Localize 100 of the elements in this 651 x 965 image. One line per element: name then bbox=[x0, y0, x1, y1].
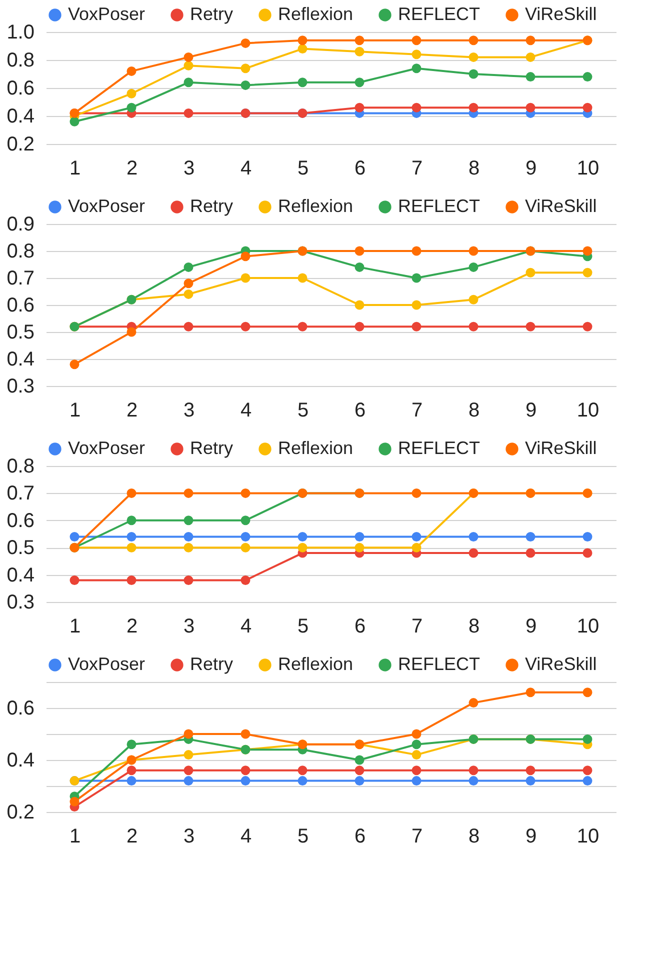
point bbox=[126, 532, 136, 542]
x-tick-label: 9 bbox=[525, 158, 537, 180]
point bbox=[70, 532, 80, 542]
point bbox=[412, 322, 422, 332]
legend-label: Retry bbox=[190, 654, 234, 674]
x-tick-label: 2 bbox=[126, 826, 138, 848]
point bbox=[582, 776, 592, 786]
y-tick-label: 0.8 bbox=[6, 240, 34, 262]
point bbox=[184, 289, 194, 299]
point bbox=[126, 542, 136, 552]
x-tick-label: 10 bbox=[576, 158, 600, 180]
point bbox=[468, 766, 478, 776]
x-tick-label: 1 bbox=[69, 158, 81, 180]
legend-label: REFLECT bbox=[398, 438, 480, 458]
x-tick-label: 10 bbox=[576, 616, 600, 638]
point bbox=[468, 698, 478, 708]
y-tick-label: 0.5 bbox=[6, 537, 34, 560]
point bbox=[526, 532, 536, 542]
point bbox=[412, 532, 422, 542]
point bbox=[298, 273, 308, 283]
point bbox=[582, 72, 592, 82]
point bbox=[582, 734, 592, 744]
point bbox=[298, 322, 308, 332]
x-tick-label: 4 bbox=[240, 158, 252, 180]
point bbox=[582, 246, 592, 256]
x-tick-label: 6 bbox=[354, 826, 366, 848]
point bbox=[354, 776, 364, 786]
legend-label: VoxPoser bbox=[68, 196, 146, 216]
point bbox=[582, 766, 592, 776]
x-tick-label: 7 bbox=[411, 826, 423, 848]
legend-label: Retry bbox=[190, 4, 234, 24]
point bbox=[240, 488, 250, 498]
point bbox=[70, 576, 80, 585]
x-tick-label: 2 bbox=[126, 616, 138, 638]
point bbox=[240, 542, 250, 552]
point bbox=[526, 688, 536, 698]
point bbox=[298, 766, 308, 776]
point bbox=[70, 360, 80, 370]
point bbox=[184, 78, 194, 88]
x-tick-label: 6 bbox=[354, 400, 366, 422]
point bbox=[298, 36, 308, 46]
point bbox=[582, 268, 592, 278]
y-tick-label: 0.7 bbox=[6, 482, 34, 505]
point bbox=[412, 542, 422, 552]
point bbox=[468, 36, 478, 46]
point bbox=[240, 766, 250, 776]
point bbox=[526, 36, 536, 46]
point bbox=[184, 322, 194, 332]
x-tick-label: 7 bbox=[411, 400, 423, 422]
point bbox=[354, 102, 364, 112]
point bbox=[126, 88, 136, 98]
point bbox=[298, 44, 308, 54]
y-tick-label: 0.7 bbox=[6, 268, 34, 290]
point bbox=[240, 322, 250, 332]
x-tick-label: 8 bbox=[468, 158, 480, 180]
y-tick-label: 0.9 bbox=[6, 214, 34, 236]
point bbox=[184, 52, 194, 62]
point bbox=[468, 262, 478, 272]
y-tick-label: 0.3 bbox=[6, 376, 34, 398]
point bbox=[298, 542, 308, 552]
point bbox=[468, 246, 478, 256]
point bbox=[468, 776, 478, 786]
point bbox=[582, 548, 592, 558]
point bbox=[184, 108, 194, 118]
point bbox=[354, 246, 364, 256]
legend-label: Reflexion bbox=[278, 196, 354, 216]
point bbox=[412, 776, 422, 786]
point bbox=[184, 542, 194, 552]
point bbox=[240, 532, 250, 542]
point bbox=[240, 729, 250, 739]
point bbox=[468, 69, 478, 79]
point bbox=[184, 278, 194, 288]
y-tick-label: 0.8 bbox=[6, 50, 34, 72]
point bbox=[184, 532, 194, 542]
x-tick-label: 9 bbox=[525, 826, 537, 848]
point bbox=[526, 268, 536, 278]
point bbox=[412, 300, 422, 310]
point bbox=[298, 78, 308, 88]
x-tick-label: 7 bbox=[411, 616, 423, 638]
point bbox=[354, 78, 364, 88]
point bbox=[184, 262, 194, 272]
x-tick-label: 3 bbox=[183, 400, 195, 422]
x-tick-label: 9 bbox=[525, 400, 537, 422]
point bbox=[184, 576, 194, 585]
point bbox=[526, 776, 536, 786]
y-tick-label: 0.5 bbox=[6, 322, 34, 344]
point bbox=[468, 102, 478, 112]
x-tick-label: 1 bbox=[69, 400, 81, 422]
y-tick-label: 0.4 bbox=[6, 348, 34, 370]
legend-label: ViReSkill bbox=[525, 438, 597, 458]
point bbox=[526, 102, 536, 112]
x-tick-label: 6 bbox=[354, 158, 366, 180]
x-tick-label: 10 bbox=[576, 400, 600, 422]
point bbox=[468, 548, 478, 558]
y-tick-label: 0.4 bbox=[6, 106, 34, 128]
x-tick-label: 2 bbox=[126, 158, 138, 180]
point bbox=[126, 516, 136, 526]
x-tick-label: 5 bbox=[297, 826, 309, 848]
point bbox=[354, 36, 364, 46]
point bbox=[412, 750, 422, 760]
